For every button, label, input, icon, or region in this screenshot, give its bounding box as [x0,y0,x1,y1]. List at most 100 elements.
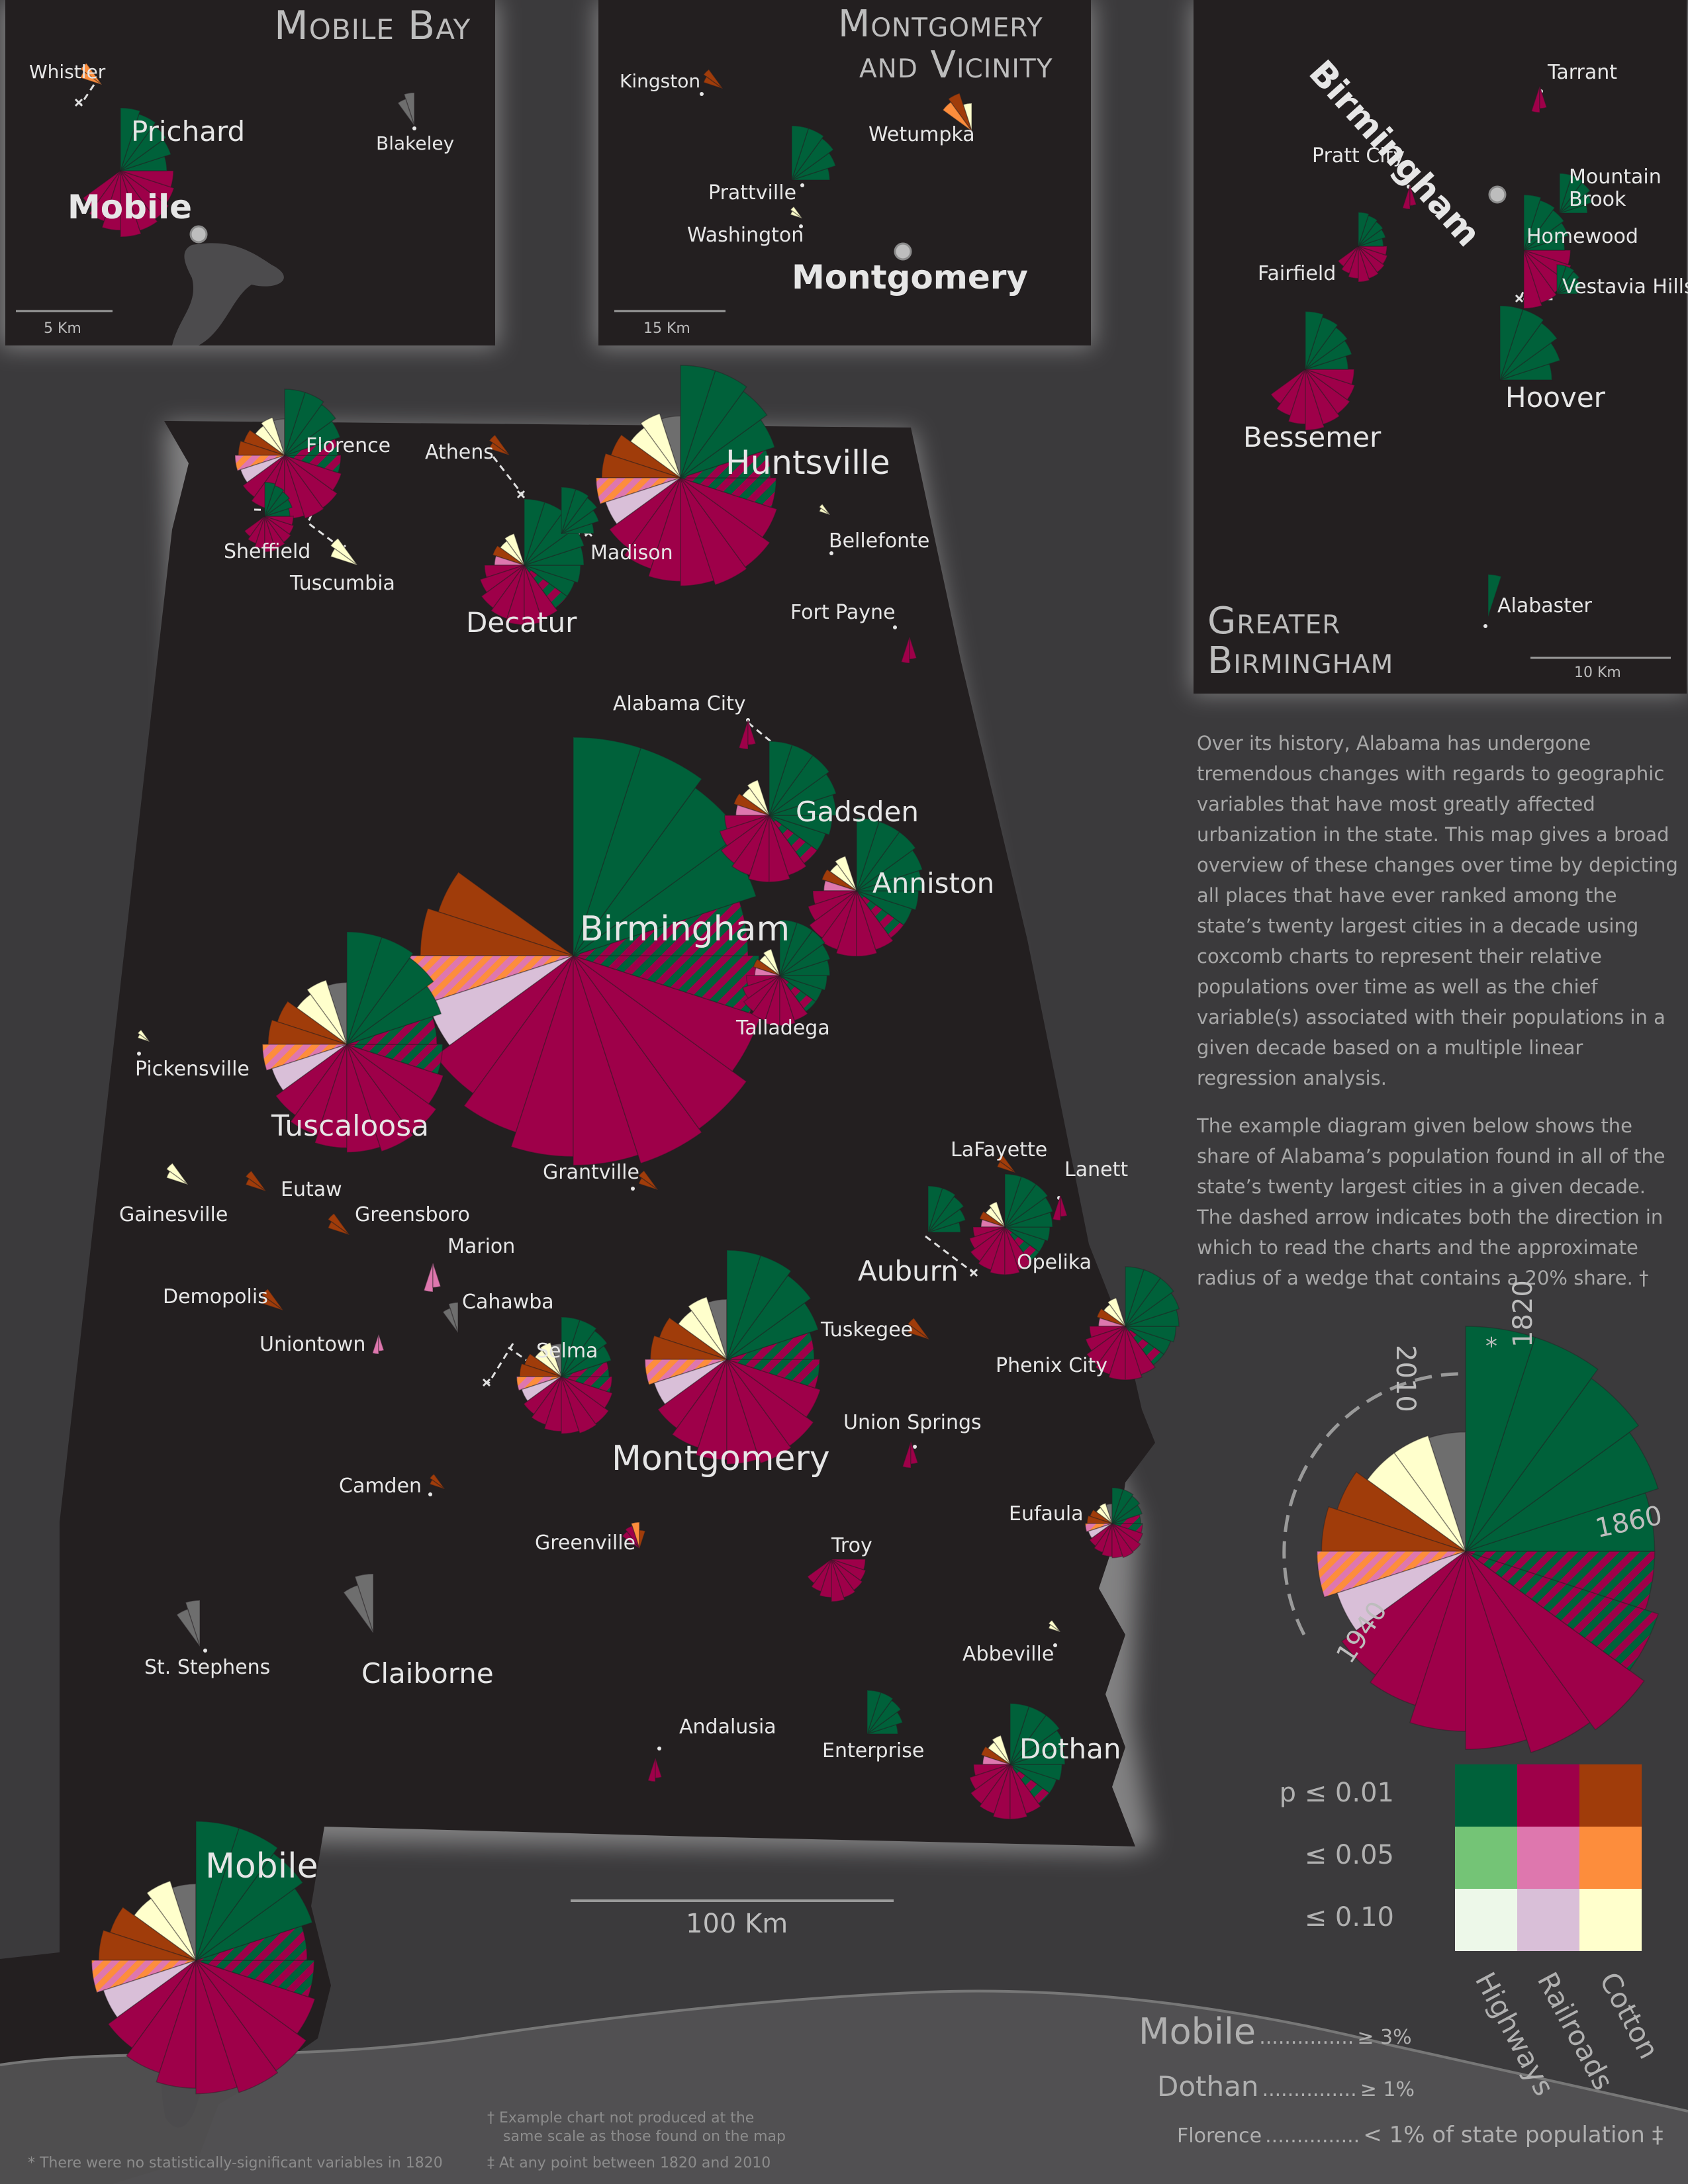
coxcomb-wedge [234,455,285,472]
coxcomb-wedge [306,979,348,1045]
coxcomb-wedge [726,1332,815,1360]
coxcomb-wedge [791,128,825,181]
coxcomb-whistler [79,62,103,85]
coxcomb-wedge [738,719,749,750]
coxcomb-anniston [807,817,923,957]
coxcomb-claiborne [342,1573,374,1634]
coxcomb-enterprise [867,1690,904,1735]
place-label-uniontown: Uniontown [259,1333,366,1356]
coxcomb-wedge [1428,1432,1466,1552]
coxcomb-wedge [996,1160,1016,1173]
inset-title-montgomery-1: Montgomery [838,3,1043,46]
coxcomb-wedge [120,107,141,171]
coxcomb-wedge [264,516,277,553]
coxcomb-wedge [1111,1495,1141,1524]
coxcomb-wedge [769,744,814,816]
coxcomb-wedge [521,1376,562,1402]
coxcomb-troy [806,1559,867,1602]
coxcomb-wedge [726,1302,820,1360]
coxcomb-wedge [1523,199,1556,251]
coxcomb-wedge [1358,246,1380,279]
footnote-double-dagger: ‡ At any point between 1820 and 2010 [487,2155,771,2171]
place-label-gainesville: Gainesville [119,1203,228,1226]
coxcomb-wedge [284,391,324,456]
coxcomb-wedge [769,815,808,876]
coxcomb-wedge [1523,250,1558,304]
size-legend-dothan-dots: ............... [1262,2078,1357,2101]
coxcomb-wedge [1393,1435,1466,1552]
coxcomb-wedge [970,1764,1011,1805]
coxcomb-wedge [779,944,831,976]
place-label-sheffield: Sheffield [224,540,311,563]
coxcomb-wedge [1089,1326,1126,1338]
coxcomb-wedge [185,1600,201,1647]
coxcomb-wedge [927,1187,957,1233]
coxcomb-wedge [1465,1492,1656,1552]
coxcomb-wedge [726,1359,814,1447]
coxcomb-wedge [264,498,293,517]
coxcomb-tarrant [1530,85,1548,113]
coxcomb-wedge [900,636,910,664]
place-label-troy: Troy [831,1534,872,1557]
coxcomb-wedge [1465,1326,1536,1552]
place-label-tuskegee: Tuskegee [821,1318,914,1342]
coxcomb-wedge [550,1343,562,1377]
coxcomb-wedge [490,565,525,619]
place-label-decatur: Decatur [466,606,577,639]
coxcomb-pratt-city [1401,185,1417,210]
coxcomb-wedge [371,1334,379,1355]
coxcomb-wedge [1085,1326,1126,1352]
coxcomb-wedge [561,488,590,534]
coxcomb-wedge [499,540,525,566]
coxcomb-wedge [791,137,835,181]
coxcomb-wedge [1098,1317,1126,1327]
coxcomb-wedge [489,441,510,456]
coxcomb-wedge [561,1376,610,1425]
coxcomb-wedge [1523,250,1571,265]
coxcomb-wedge [1530,85,1540,113]
coxcomb-wedge [769,815,818,864]
coxcomb-andalusia [647,1757,663,1782]
coxcomb-example [1316,1326,1659,1753]
coxcomb-camden [429,1473,445,1490]
coxcomb-demopolis [261,1288,284,1311]
coxcomb-wedge [195,1827,279,1961]
coxcomb-wedge [561,497,598,534]
coxcomb-eufaula [1084,1487,1144,1559]
coxcomb-wedge [1336,1551,1466,1631]
coxcomb-wedge [831,1559,845,1602]
coxcomb-wedge [195,1960,315,1998]
coxcomb-wedge [834,855,857,891]
coxcomb-wedge [1358,246,1370,283]
coxcomb-wedge [195,1960,279,2093]
coxcomb-wedge [420,907,574,956]
coxcomb-wedge [261,1044,348,1071]
coxcomb-wedge [195,1852,304,1961]
coxcomb-wedge [829,863,857,891]
coxcomb-wedge [779,929,826,976]
coxcomb-wedge [747,719,757,746]
coxcomb-wedge [561,522,594,534]
coxcomb-wedge [1125,1266,1145,1327]
coxcomb-wedge [1111,1523,1123,1559]
coxcomb-selma [516,1316,613,1435]
coxcomb-wedge [867,1711,904,1735]
place-label-lafayette: LaFayette [951,1138,1048,1161]
coxcomb-wedge [101,170,121,231]
coxcomb-wedge [856,817,880,891]
coxcomb-wedge [1305,369,1351,415]
coxcomb-wedge [1465,1551,1659,1671]
coxcomb-wedge [1465,1551,1528,1750]
place-label-mountain-brook-2: Brook [1569,188,1626,211]
coxcomb-huntsville [595,365,778,586]
place-label-marion: Marion [447,1235,516,1258]
legend-cell-highways-010 [1455,1889,1517,1951]
coxcomb-wedge [1004,1226,1033,1271]
coxcomb-wedge [1096,1308,1126,1327]
coxcomb-wedge [1321,1506,1466,1552]
coxcomb-wedge [1409,185,1417,206]
coxcomb-madison [561,486,600,534]
coxcomb-wedge [137,1029,150,1042]
place-label-alabama-city: Alabama City [613,692,746,715]
coxcomb-wedge [1556,271,1580,295]
